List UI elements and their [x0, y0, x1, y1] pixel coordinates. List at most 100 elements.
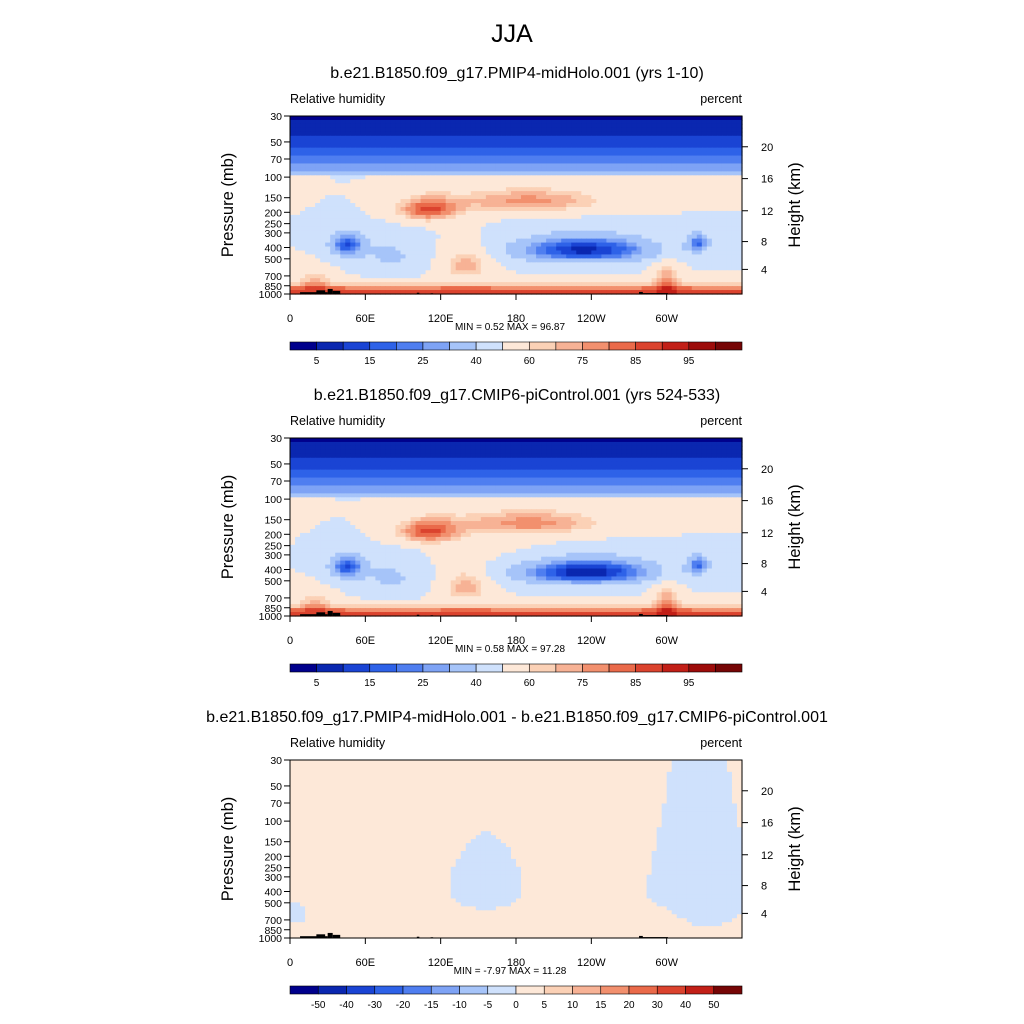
- field-cell: [641, 465, 648, 471]
- field-cell: [290, 139, 296, 145]
- field-cell: [716, 266, 723, 271]
- field-cell: [305, 116, 311, 121]
- field-cell: [340, 187, 346, 192]
- field-cell: [485, 123, 492, 129]
- field-cell: [516, 274, 522, 279]
- field-cell: [681, 183, 688, 188]
- field-cell: [290, 175, 296, 180]
- field-cell: [686, 270, 693, 275]
- field-cell: [485, 258, 492, 263]
- field-cell: [395, 183, 402, 188]
- field-cell: [616, 116, 623, 121]
- field-cell: [290, 147, 296, 153]
- field-cell: [591, 230, 597, 236]
- field-cell: [716, 199, 723, 204]
- field-cell: [521, 465, 527, 471]
- field-cell: [355, 210, 361, 216]
- field-cell: [310, 203, 316, 208]
- field-cell: [566, 266, 572, 271]
- field-cell: [335, 457, 341, 463]
- field-cell: [666, 203, 673, 208]
- field-cell: [460, 282, 467, 287]
- field-cell: [305, 250, 311, 256]
- field-cell: [661, 175, 668, 180]
- field-cell: [596, 238, 602, 244]
- field-cell: [601, 258, 607, 263]
- field-cell: [666, 123, 673, 129]
- field-cell: [546, 453, 552, 459]
- field-cell: [490, 171, 497, 176]
- field-cell: [726, 143, 733, 149]
- field-cell: [626, 210, 633, 216]
- field-cell: [716, 179, 723, 184]
- field-cell: [611, 262, 618, 267]
- field-cell: [300, 242, 306, 248]
- field-cell: [440, 438, 447, 443]
- field-cell: [726, 179, 733, 184]
- field-cell: [395, 171, 402, 176]
- field-cell: [536, 445, 542, 451]
- field-cell: [495, 246, 502, 252]
- field-cell: [676, 167, 683, 172]
- field-cell: [355, 290, 361, 295]
- field-cell: [546, 465, 552, 471]
- field-cell: [475, 206, 482, 212]
- field-cell: [561, 226, 567, 232]
- field-cell: [671, 127, 678, 133]
- field-cell: [405, 195, 412, 200]
- field-cell: [681, 131, 688, 137]
- field-cell: [400, 143, 407, 149]
- field-cell: [335, 131, 341, 137]
- field-cell: [380, 139, 387, 145]
- field-cell: [330, 246, 336, 252]
- field-cell: [450, 195, 457, 200]
- field-cell: [325, 469, 331, 475]
- field-cell: [586, 274, 592, 279]
- field-cell: [731, 226, 738, 232]
- field-cell: [365, 238, 371, 244]
- field-cell: [290, 155, 296, 161]
- field-cell: [450, 163, 457, 169]
- field-cell: [490, 151, 497, 157]
- field-cell: [536, 465, 542, 471]
- field-cell: [646, 222, 653, 228]
- field-cell: [591, 119, 597, 125]
- field-cell: [551, 195, 557, 200]
- field-cell: [390, 218, 397, 224]
- field-cell: [551, 461, 557, 467]
- field-cell: [561, 116, 567, 121]
- field-cell: [405, 187, 412, 192]
- field-cell: [586, 155, 592, 161]
- field-cell: [691, 290, 698, 295]
- field-cell: [375, 179, 381, 184]
- field-cell: [500, 254, 507, 259]
- field-cell: [330, 179, 336, 184]
- field-cell: [430, 274, 437, 279]
- field-cell: [425, 167, 432, 172]
- field-cell: [425, 151, 432, 157]
- field-cell: [636, 438, 643, 443]
- field-cell: [440, 258, 447, 263]
- field-cell: [310, 234, 316, 240]
- field-cell: [365, 461, 371, 467]
- field-cell: [616, 226, 623, 232]
- field-cell: [425, 179, 432, 184]
- field-cell: [325, 147, 331, 153]
- field-cell: [611, 258, 618, 263]
- field-cell: [490, 191, 497, 196]
- field-cell: [410, 218, 417, 224]
- field-cell: [716, 127, 723, 133]
- field-cell: [495, 199, 502, 204]
- field-cell: [721, 175, 728, 180]
- field-cell: [345, 262, 351, 267]
- field-cell: [726, 469, 733, 475]
- field-cell: [586, 206, 592, 212]
- field-cell: [516, 203, 522, 208]
- field-cell: [711, 445, 718, 451]
- field-cell: [626, 218, 633, 224]
- field-cell: [505, 238, 512, 244]
- field-cell: [305, 123, 311, 129]
- field-cell: [541, 449, 547, 455]
- field-cell: [516, 119, 522, 125]
- field-cell: [646, 183, 653, 188]
